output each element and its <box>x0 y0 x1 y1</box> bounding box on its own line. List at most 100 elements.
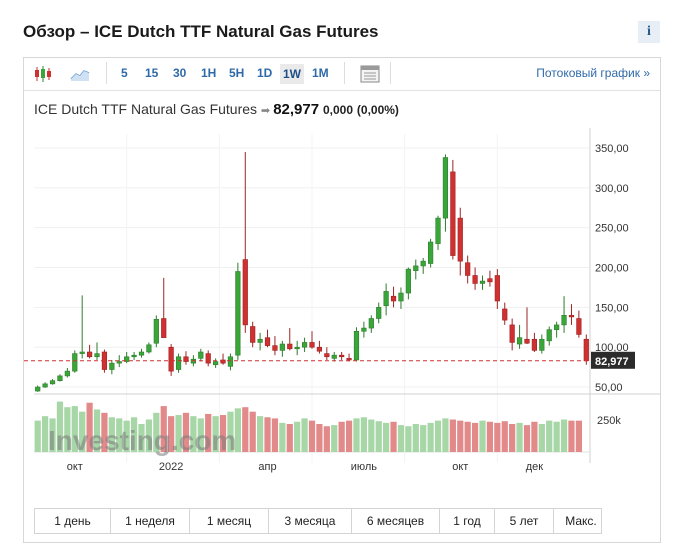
interval-1h[interactable]: 1H <box>201 66 217 80</box>
candle-body <box>502 308 508 321</box>
volume-bar <box>464 421 471 452</box>
candle-body <box>124 356 130 362</box>
range-1w[interactable]: 1 неделя <box>111 509 190 533</box>
volume-bar <box>108 417 115 452</box>
volume-bar <box>93 409 101 452</box>
y-tick-label: 200,00 <box>595 263 629 275</box>
interval-1m[interactable]: 1M <box>312 66 329 80</box>
volume-bar <box>197 418 204 452</box>
range-selector: 1 день 1 неделя 1 месяц 3 месяца 6 месяц… <box>34 508 602 534</box>
candle-body <box>175 356 182 370</box>
volume-bar <box>390 421 397 452</box>
volume-bar <box>494 422 501 452</box>
arrow-right-icon: ➡ <box>260 105 274 117</box>
volume-bar <box>360 417 368 452</box>
volume-bar <box>501 421 508 452</box>
candle-body <box>546 329 552 342</box>
candle-body <box>272 345 278 351</box>
volume-bar <box>286 424 293 452</box>
chart-panel: 5 15 30 1H 5H 1D 1W 1M Потоковый график … <box>23 57 661 543</box>
volume-bar <box>412 424 419 452</box>
volume-bar <box>145 419 153 452</box>
range-max[interactable]: Макс. <box>565 514 597 528</box>
volume-bar <box>242 407 249 452</box>
candle-body <box>264 337 271 346</box>
toolbar-divider <box>106 62 107 84</box>
volume-bar <box>368 419 375 452</box>
volume-bar <box>190 416 197 452</box>
table-view-icon[interactable] <box>360 65 380 88</box>
volume-bar <box>427 422 434 452</box>
volume-bar <box>130 417 138 452</box>
candle-body <box>287 343 293 350</box>
range-6m[interactable]: 6 месяцев <box>352 509 440 533</box>
candle-body <box>146 344 152 353</box>
candle-body <box>472 275 478 284</box>
interval-1d[interactable]: 1D <box>257 66 273 80</box>
candle-body <box>35 386 41 392</box>
price-change-percent: (0,00%) <box>356 103 399 117</box>
toolbar-divider <box>390 62 391 84</box>
toolbar-divider <box>344 62 345 84</box>
interval-15[interactable]: 15 <box>145 66 159 80</box>
candle-body <box>405 268 411 294</box>
volume-bar <box>34 420 41 452</box>
candle-body <box>138 351 145 356</box>
candle-body <box>257 338 263 343</box>
y-tick-label: 50,00 <box>595 382 623 394</box>
volume-bar <box>168 416 175 452</box>
volume-bar <box>471 422 479 452</box>
range-1d[interactable]: 1 день <box>35 509 111 533</box>
volume-bar <box>219 415 227 452</box>
price-change: 0,000 <box>322 103 354 117</box>
candle-body <box>383 291 389 307</box>
candle-body <box>509 324 515 343</box>
range-1y[interactable]: 1 год <box>440 509 495 533</box>
candle-body <box>479 280 486 284</box>
candle-body <box>116 361 122 364</box>
last-price: 82,977 <box>273 101 320 118</box>
volume-bar <box>227 411 234 452</box>
volume-bar <box>308 420 316 452</box>
volume-bar <box>345 420 353 452</box>
y-tick-label: 150,00 <box>595 302 629 314</box>
candle-body <box>487 278 493 283</box>
x-tick-label: апр <box>258 461 276 473</box>
volume-bar <box>531 421 538 452</box>
volume-bar <box>449 419 456 452</box>
range-5y[interactable]: 5 лет <box>495 509 554 533</box>
candle-body <box>554 324 560 330</box>
interval-5[interactable]: 5 <box>121 66 128 80</box>
volume-bar <box>516 422 523 452</box>
volume-bar <box>383 422 390 452</box>
candle-body <box>309 342 315 348</box>
volume-bar <box>560 419 568 452</box>
interval-5h[interactable]: 5H <box>229 66 245 80</box>
candle-body <box>131 354 137 358</box>
candle-body <box>568 315 575 318</box>
y-tick-label: 250,00 <box>595 223 629 235</box>
candle-body <box>435 217 441 244</box>
y-tick-label: 100,00 <box>595 342 629 354</box>
candle-body <box>79 351 85 354</box>
range-3m[interactable]: 3 месяца <box>269 509 352 533</box>
candle-body <box>301 342 308 348</box>
candle-body <box>324 353 330 358</box>
stream-chart-link[interactable]: Потоковый график » <box>536 66 650 80</box>
interval-30[interactable]: 30 <box>173 66 187 80</box>
volume-bar <box>405 426 412 452</box>
volume-bar <box>42 416 49 452</box>
volume-bar <box>331 425 338 452</box>
volume-bar <box>479 420 486 452</box>
candle-body <box>450 171 456 256</box>
range-1m[interactable]: 1 месяц <box>190 509 269 533</box>
candlestick-icon[interactable] <box>33 65 53 88</box>
volume-bar <box>575 420 582 452</box>
volume-bar <box>375 421 382 452</box>
info-icon[interactable]: i <box>638 21 660 43</box>
candle-body <box>64 370 70 377</box>
area-chart-icon[interactable] <box>70 66 90 87</box>
candle-body <box>398 292 404 302</box>
interval-1w[interactable]: 1W <box>280 64 304 84</box>
candle-body <box>361 327 367 332</box>
